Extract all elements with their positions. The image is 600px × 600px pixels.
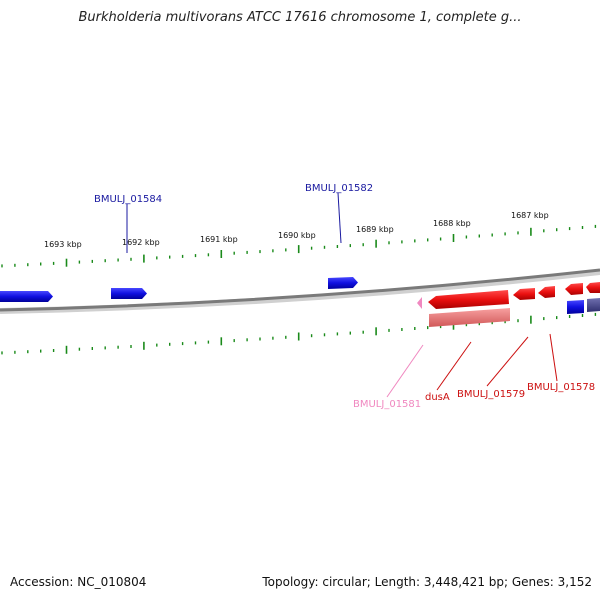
gene-reverse-dusa[interactable] [428, 290, 509, 309]
ruler-label-1693: 1693 kbp [44, 240, 82, 249]
gene-reverse-bmulj-01579[interactable] [513, 288, 535, 300]
gene-forward-1[interactable] [0, 291, 53, 302]
rna-feature[interactable] [429, 308, 510, 327]
ruler-label-1688: 1688 kbp [433, 219, 471, 228]
map-title: Burkholderia multivorans ATCC 17616 chro… [78, 10, 522, 25]
gene-edge-dark[interactable] [587, 298, 600, 312]
ruler-label-1687: 1687 kbp [511, 211, 549, 220]
gene-label-dusa[interactable]: dusA [425, 392, 450, 403]
accession-text: Accession: NC_010804 [10, 575, 147, 589]
gene-reverse-edge-2[interactable] [586, 282, 600, 293]
ruler-label-1690: 1690 kbp [278, 231, 316, 240]
gene-pseudo-bmulj-01581[interactable] [417, 297, 422, 309]
backbone [0, 268, 600, 312]
gene-forward-bmulj-01582[interactable] [328, 277, 358, 289]
ruler-label-1691: 1691 kbp [200, 235, 238, 244]
ruler-ticks-top [1, 224, 597, 268]
ruler-label-1689: 1689 kbp [356, 225, 394, 234]
connector-bmulj-01582 [337, 192, 342, 244]
gene-label-bmulj-01581[interactable]: BMULJ_01581 [353, 399, 421, 410]
gene-label-bmulj-01584[interactable]: BMULJ_01584 [94, 194, 162, 205]
genome-summary-text: Topology: circular; Length: 3,448,421 bp… [262, 575, 592, 589]
connector-dusa [436, 341, 472, 391]
connector-bmulj-01579 [486, 336, 529, 387]
connector-bmulj-01578 [549, 333, 558, 382]
ruler-label-1692: 1692 kbp [122, 238, 160, 247]
gene-forward-bmulj-01584[interactable] [111, 288, 147, 299]
gene-reverse-edge-1[interactable] [565, 283, 583, 295]
gene-label-bmulj-01578[interactable]: BMULJ_01578 [527, 382, 595, 393]
connector-bmulj-01581 [386, 344, 424, 398]
gene-forward-edge[interactable] [567, 300, 584, 314]
gene-reverse-bmulj-01578[interactable] [538, 286, 555, 298]
gene-label-bmulj-01579[interactable]: BMULJ_01579 [457, 389, 525, 400]
ruler-ticks-bottom [1, 312, 597, 355]
gene-label-bmulj-01582[interactable]: BMULJ_01582 [305, 183, 373, 194]
